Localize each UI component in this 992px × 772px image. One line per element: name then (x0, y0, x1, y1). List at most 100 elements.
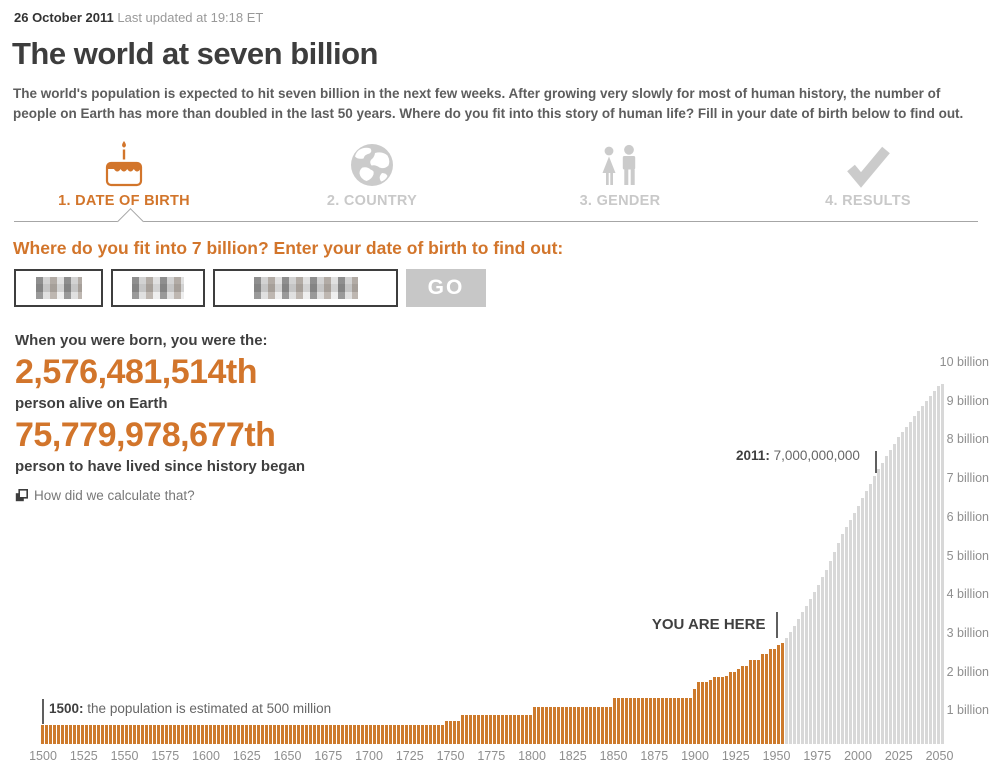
y-axis-label: 9 billion (946, 393, 989, 408)
population-bar (609, 707, 612, 744)
redacted-day-value (35, 277, 82, 299)
population-bar (869, 483, 872, 744)
intro-paragraph: The world's population is expected to hi… (13, 86, 964, 121)
population-bar (245, 724, 248, 744)
population-bar (441, 724, 444, 744)
x-axis-label: 2000 (844, 749, 872, 763)
y-axis-label: 8 billion (946, 432, 989, 447)
population-bar (681, 697, 684, 744)
population-bar (521, 714, 524, 744)
population-bar (837, 542, 840, 744)
population-bar (141, 724, 144, 744)
population-bar (621, 697, 624, 744)
population-bar (393, 724, 396, 744)
population-bar (917, 411, 920, 744)
population-bar (717, 677, 720, 744)
population-bar (285, 724, 288, 744)
population-bar (229, 724, 232, 744)
population-bar (217, 724, 220, 744)
population-bar (857, 505, 860, 744)
alive-rank-caption: person alive on Earth (15, 395, 168, 412)
population-bar (781, 642, 784, 744)
population-bar (713, 677, 716, 744)
population-bar (493, 714, 496, 744)
y-axis-label: 4 billion (946, 587, 989, 602)
population-bar (897, 437, 900, 744)
population-bar (345, 724, 348, 744)
population-bar (881, 462, 884, 744)
population-bar (257, 724, 260, 744)
population-bar (893, 443, 896, 744)
population-bar (437, 724, 440, 744)
population-bar (777, 644, 780, 744)
step-label: 3. GENDER (579, 193, 661, 209)
population-bar (501, 714, 504, 744)
population-bar (325, 724, 328, 744)
population-bar (733, 671, 736, 744)
step-tab-results[interactable]: 4. RESULTS (744, 138, 992, 209)
population-bar (57, 724, 60, 744)
population-bar (901, 431, 904, 744)
popup-icon (15, 489, 28, 502)
population-bar (481, 714, 484, 744)
year-input[interactable] (213, 269, 398, 307)
population-chart: 1 billion 2 billion 3 billion 4 billion 5 bi… (0, 345, 992, 772)
population-bar (653, 697, 656, 744)
step-tab-gender[interactable]: 3. GENDER (496, 138, 744, 209)
population-bar (233, 724, 236, 744)
population-bar (633, 697, 636, 744)
redacted-month-value (132, 277, 184, 299)
population-bar (845, 526, 848, 744)
population-bar (865, 490, 868, 744)
population-bar (169, 724, 172, 744)
population-bar (377, 724, 380, 744)
population-bar (761, 653, 764, 744)
step-tab-date-of-birth[interactable]: 1. DATE OF BIRTH (0, 138, 248, 209)
month-input[interactable] (111, 269, 205, 307)
population-bar (749, 660, 752, 744)
you-are-here-label: YOU ARE HERE (651, 616, 766, 634)
population-bar (405, 724, 408, 744)
population-bar (613, 697, 616, 744)
y-axis-label: 1 billion (946, 703, 989, 718)
population-bar (605, 707, 608, 744)
population-bar (265, 724, 268, 744)
population-bar (313, 724, 316, 744)
population-bar (685, 697, 688, 744)
population-bar (385, 724, 388, 744)
population-bar (41, 724, 44, 744)
population-bar (517, 714, 520, 744)
population-bar (433, 724, 436, 744)
population-bar (105, 724, 108, 744)
population-bar (705, 682, 708, 744)
population-bar (137, 724, 140, 744)
population-bar (645, 697, 648, 744)
population-bar (297, 724, 300, 744)
population-bar (461, 714, 464, 744)
x-axis-label: 1800 (518, 749, 546, 763)
population-bar (309, 724, 312, 744)
population-bar (397, 724, 400, 744)
calc-link[interactable]: How did we calculate that? (15, 488, 305, 503)
population-bar (209, 724, 212, 744)
go-button[interactable]: GO (406, 269, 486, 307)
x-axis-label: 1950 (762, 749, 791, 763)
population-bar (121, 724, 124, 744)
population-bar (489, 714, 492, 744)
population-bar (697, 682, 700, 744)
population-bar (197, 724, 200, 744)
population-bar (193, 724, 196, 744)
population-bar (649, 697, 652, 744)
population-bar (77, 724, 80, 744)
population-bar (445, 720, 448, 744)
y-axis-label: 6 billion (946, 509, 989, 524)
population-bar (73, 724, 76, 744)
population-bar (597, 707, 600, 744)
population-bar (541, 707, 544, 744)
day-input[interactable] (14, 269, 103, 307)
population-bar (145, 724, 148, 744)
x-axis-label: 2050 (925, 749, 954, 763)
population-bar (429, 724, 432, 744)
step-tab-country[interactable]: 2. COUNTRY (248, 138, 496, 209)
x-axis-label: 1575 (151, 749, 180, 763)
